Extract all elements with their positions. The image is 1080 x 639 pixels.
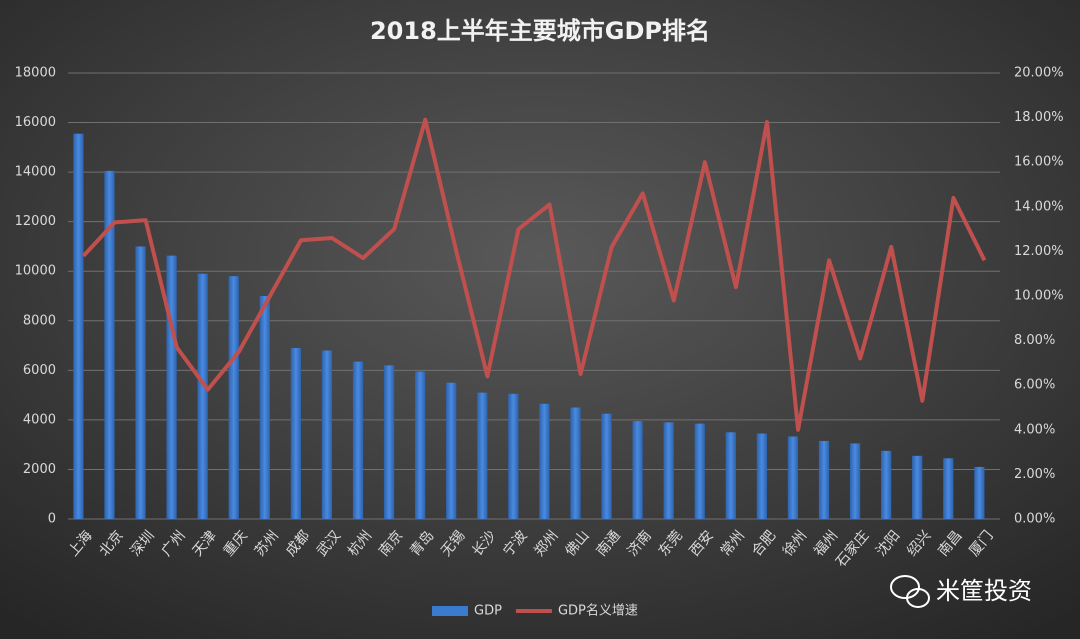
y-tick-label: 12000	[15, 214, 56, 229]
bar	[290, 348, 301, 519]
watermark-text: 米筐投资	[936, 577, 1032, 605]
y2-tick-label: 2.00%	[1014, 467, 1055, 482]
y-tick-label: 4000	[23, 412, 56, 427]
bar	[881, 450, 892, 519]
bar	[787, 436, 799, 519]
bar	[539, 403, 550, 519]
legend-item: GDP名义增速	[515, 603, 638, 619]
bar	[321, 350, 333, 519]
bar	[104, 170, 115, 519]
y2-tick-label: 0.00%	[1014, 512, 1055, 527]
y-tick-label: 6000	[23, 363, 56, 378]
bar	[228, 276, 239, 519]
y2-tick-label: 12.00%	[1014, 244, 1064, 259]
bar	[259, 296, 270, 519]
bar	[632, 421, 643, 519]
y2-tick-label: 20.00%	[1014, 66, 1064, 81]
bar	[663, 422, 674, 519]
bar	[849, 443, 861, 519]
y-tick-label: 18000	[15, 66, 56, 81]
legend-label: GDP	[474, 604, 502, 619]
y2-tick-label: 8.00%	[1014, 333, 1055, 348]
y-tick-label: 10000	[15, 264, 56, 279]
bar	[477, 392, 488, 519]
bar	[694, 423, 705, 519]
bar	[383, 365, 395, 519]
bar	[352, 361, 364, 519]
bar	[197, 273, 208, 519]
chart-title: 2018上半年主要城市GDP排名	[370, 17, 710, 45]
bar	[135, 246, 146, 519]
y2-tick-label: 16.00%	[1014, 155, 1064, 170]
bar	[912, 455, 923, 519]
bar	[818, 440, 830, 519]
legend-label: GDP名义增速	[558, 603, 638, 619]
y-tick-label: 0	[48, 512, 56, 527]
bar	[570, 407, 581, 519]
bar	[943, 458, 954, 519]
watermark: 米筐投资	[890, 575, 1032, 608]
bar	[756, 433, 767, 519]
bar	[974, 466, 985, 519]
y-tick-label: 14000	[15, 165, 56, 180]
y2-tick-label: 14.00%	[1014, 199, 1064, 214]
y2-tick-label: 10.00%	[1014, 289, 1064, 304]
y2-tick-label: 4.00%	[1014, 422, 1055, 437]
legend-swatch	[432, 606, 468, 616]
legend-item: GDP	[432, 604, 502, 619]
y2-tick-label: 18.00%	[1014, 110, 1064, 125]
bar	[166, 255, 177, 519]
y-tick-label: 2000	[23, 462, 56, 477]
line	[82, 117, 987, 432]
bar	[508, 393, 519, 519]
bar	[725, 432, 736, 519]
bar	[73, 133, 84, 519]
bar	[601, 413, 612, 519]
y-tick-label: 8000	[23, 313, 56, 328]
y2-tick-label: 6.00%	[1014, 378, 1055, 393]
bar	[446, 382, 457, 519]
bar	[415, 371, 426, 519]
y-tick-label: 16000	[15, 115, 56, 130]
